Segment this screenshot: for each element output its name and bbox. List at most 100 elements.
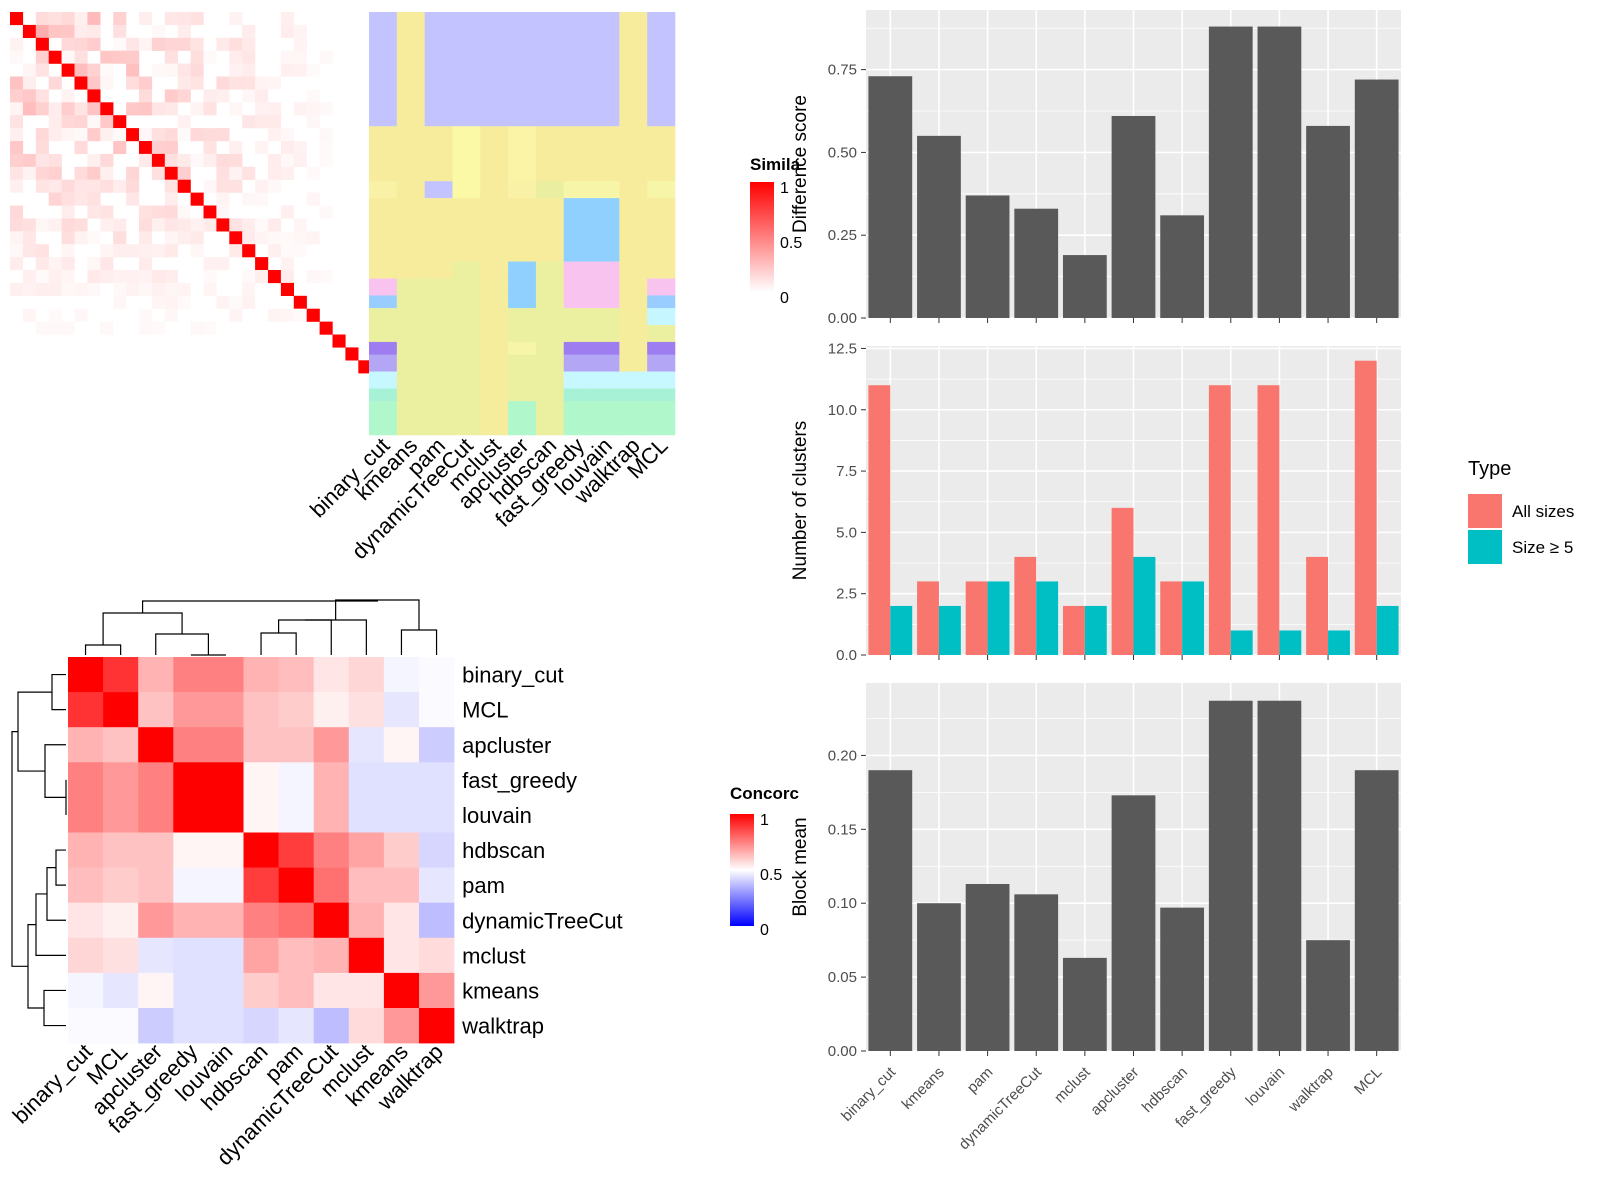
similarity-tick-0: 0 xyxy=(780,290,789,307)
similarity-cell xyxy=(48,153,62,167)
concordance-cell-hdbscan-louvain xyxy=(208,832,244,868)
similarity-cell xyxy=(10,244,24,258)
concordance-cell-pam-fast-greedy xyxy=(173,867,209,903)
cluster-cell-fast-greedy xyxy=(563,388,592,402)
cluster-cell-pam xyxy=(424,126,453,182)
concordance-cell-walktrap-fast-greedy xyxy=(173,1008,209,1044)
similarity-cell xyxy=(216,205,230,219)
concordance-cell-pam-pam xyxy=(278,867,314,903)
x-tick-label: kmeans xyxy=(899,1064,948,1113)
cluster-cell-walktrap xyxy=(619,308,648,326)
dendrogram-branch xyxy=(102,612,183,645)
bar-size-5-dynamictreecut xyxy=(1036,581,1059,655)
cluster-cell-binary-cut xyxy=(369,354,398,372)
similarity-cell xyxy=(280,63,294,77)
concordance-color-bar xyxy=(730,814,754,926)
similarity-cell xyxy=(319,205,333,219)
similarity-cell xyxy=(268,166,282,180)
cluster-cell-dynamictreecut xyxy=(452,198,481,262)
similarity-cell xyxy=(177,128,191,142)
similarity-cell xyxy=(177,282,191,296)
cluster-cell-fast-greedy xyxy=(563,295,592,309)
similarity-cell xyxy=(61,179,75,193)
concordance-cell-fast-greedy-mclust xyxy=(348,762,385,798)
similarity-cell xyxy=(216,257,230,271)
concordance-cell-hdbscan-mcl xyxy=(103,832,139,868)
cluster-cell-apcluster xyxy=(508,388,537,402)
bar-all-sizes-binary-cut xyxy=(868,385,891,655)
concordance-cell-hdbscan-apcluster xyxy=(138,832,174,868)
similarity-cell xyxy=(203,282,217,296)
concordance-cell-fast-greedy-binary-cut xyxy=(68,762,104,798)
bar-kmeans xyxy=(917,903,961,1051)
concordance-cell-mclust-pam xyxy=(278,937,314,974)
concordance-cell-louvain-binary-cut xyxy=(68,797,104,833)
concordance-cell-dynamictreecut-mcl xyxy=(103,902,139,939)
bar-louvain xyxy=(1257,26,1302,318)
similarity-cell xyxy=(113,50,127,64)
similarity-cell xyxy=(74,128,88,142)
dendrogram-branch xyxy=(260,632,297,655)
concordance-cell-louvain-hdbscan xyxy=(243,797,279,833)
similarity-cell xyxy=(229,153,243,167)
similarity-cell xyxy=(229,231,243,245)
similarity-cell xyxy=(229,166,243,180)
similarity-cell xyxy=(293,153,307,167)
cluster-cell-dynamictreecut xyxy=(452,261,481,279)
concordance-cell-mcl-fast-greedy xyxy=(173,692,209,728)
concordance-cell-fast-greedy-walktrap xyxy=(419,762,455,798)
similarity-cell xyxy=(164,63,178,77)
similarity-cell xyxy=(61,257,75,271)
similarity-cell xyxy=(177,179,191,193)
similarity-cell xyxy=(87,153,101,167)
similarity-cell xyxy=(139,218,153,232)
similarity-cell xyxy=(113,295,127,309)
similarity-cell xyxy=(87,282,101,296)
concordance-cell-mclust-fast-greedy xyxy=(173,937,209,974)
dendrogram-branch xyxy=(44,744,66,798)
cluster-cell-louvain xyxy=(591,341,620,355)
similarity-cell xyxy=(229,50,243,64)
bar-size-5-mcl xyxy=(1376,605,1399,655)
cluster-cell-pam xyxy=(424,308,453,326)
concordance-cell-apcluster-louvain xyxy=(208,727,244,763)
similarity-cell xyxy=(203,102,217,116)
concordance-cell-pam-hdbscan xyxy=(243,867,279,903)
similarity-cell xyxy=(35,257,49,271)
similarity-cell xyxy=(35,282,49,296)
y-tick-label: 0.75 xyxy=(828,62,857,79)
concordance-row-label: hdbscan xyxy=(462,838,545,863)
similarity-cell xyxy=(255,102,269,116)
similarity-cell xyxy=(255,270,269,284)
similarity-cell xyxy=(255,218,269,232)
similarity-cell xyxy=(203,153,217,167)
similarity-cell xyxy=(87,63,101,77)
concordance-cell-hdbscan-pam xyxy=(278,832,314,868)
concordance-cell-hdbscan-mclust xyxy=(348,832,385,868)
similarity-cell xyxy=(268,218,282,232)
concordance-cell-pam-apcluster xyxy=(138,867,174,903)
similarity-cell xyxy=(164,295,178,309)
similarity-cell xyxy=(190,50,204,64)
concordance-column-label: binary_cut xyxy=(8,1039,97,1128)
concordance-cell-louvain-kmeans xyxy=(383,797,420,833)
cluster-cell-fast-greedy xyxy=(563,261,592,279)
cluster-cell-binary-cut xyxy=(369,198,398,262)
similarity-cell xyxy=(306,89,320,103)
dendrogram-branch xyxy=(11,730,28,967)
similarity-cell xyxy=(126,102,140,116)
similarity-cell xyxy=(48,179,62,193)
similarity-cell xyxy=(229,295,243,309)
similarity-cell xyxy=(139,76,153,90)
similarity-cell xyxy=(87,179,101,193)
type-legend: Type All sizes Size ≥ 5 xyxy=(1468,458,1574,564)
similarity-cell xyxy=(293,24,307,38)
bar-size-5-mclust xyxy=(1084,605,1107,655)
similarity-cell xyxy=(87,231,101,245)
bar-size-5-walktrap xyxy=(1328,630,1350,655)
cluster-cell-kmeans xyxy=(396,388,425,402)
similarity-cell xyxy=(87,205,101,219)
similarity-cell xyxy=(35,89,49,103)
similarity-cell xyxy=(203,321,217,335)
concordance-cell-mcl-mcl xyxy=(103,692,139,728)
